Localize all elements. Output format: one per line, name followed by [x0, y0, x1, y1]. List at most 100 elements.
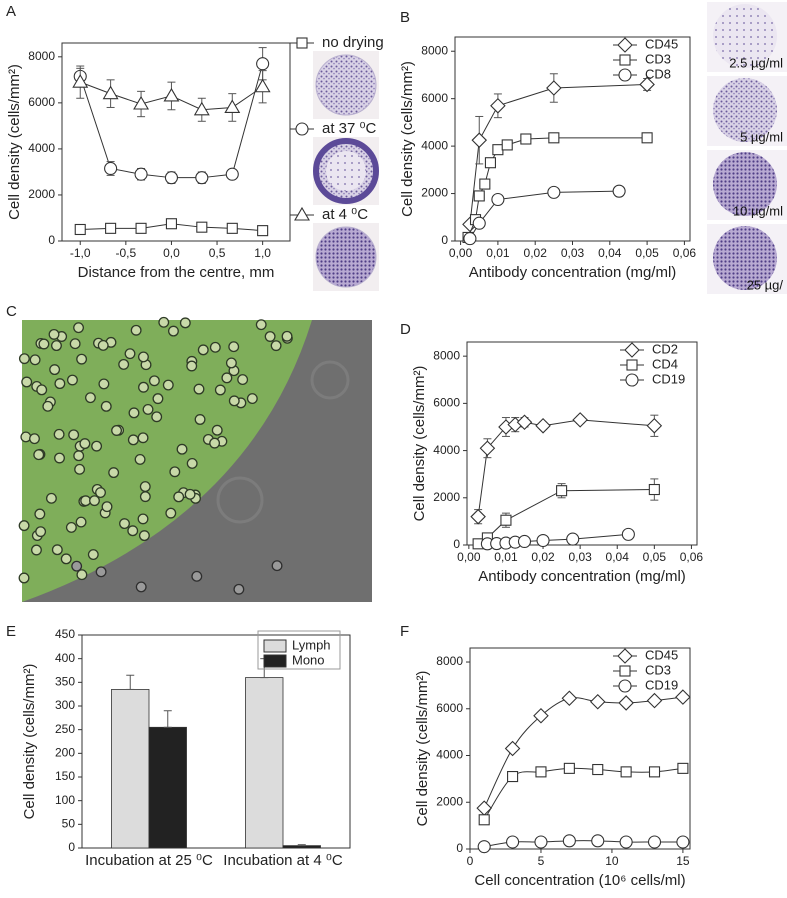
marker — [479, 178, 491, 190]
legend-label: Mono — [292, 652, 325, 667]
marker — [102, 85, 119, 100]
y-tick-label: 6000 — [436, 701, 463, 715]
cell — [79, 438, 91, 450]
marker — [477, 840, 491, 854]
marker — [621, 527, 635, 541]
cell — [54, 378, 66, 390]
marker — [619, 835, 633, 849]
cell — [211, 424, 223, 436]
cell — [34, 508, 46, 520]
y-tick-label: 2000 — [433, 490, 460, 504]
cell — [168, 325, 179, 337]
cell — [137, 432, 149, 444]
cell — [128, 407, 140, 419]
cell — [95, 487, 106, 499]
plot-frame — [81, 634, 351, 849]
legend-label: Lymph — [292, 637, 331, 652]
cell — [162, 379, 174, 391]
y-tick-label: 2000 — [421, 186, 448, 200]
marker — [501, 139, 513, 151]
cell — [186, 457, 198, 469]
cell — [53, 428, 65, 440]
panel-label: D — [400, 321, 411, 338]
marker — [589, 693, 606, 710]
y-tick-label: 150 — [55, 769, 75, 783]
panel-label: C — [6, 303, 17, 320]
cell — [42, 400, 54, 412]
marker — [516, 414, 533, 431]
x-tick-label: 0,03 — [568, 550, 592, 564]
y-tick-label: 2000 — [436, 794, 463, 808]
artifact — [310, 360, 350, 400]
y-tick-label: 0 — [48, 233, 55, 247]
marker — [256, 57, 270, 71]
y-tick-label: 300 — [55, 698, 75, 712]
legend-label: CD45 — [645, 36, 678, 51]
y-tick-label: 0 — [456, 841, 463, 855]
x-tick-label: 0,00 — [457, 550, 481, 564]
legend-label: CD2 — [652, 341, 678, 356]
marker — [133, 95, 150, 110]
marker — [675, 689, 691, 705]
y-tick-label: 250 — [55, 722, 75, 736]
marker — [257, 225, 269, 237]
cell — [151, 411, 163, 423]
cell — [18, 520, 30, 532]
y-tick-label: 6000 — [433, 396, 460, 410]
x-axis-label: Antibody concentration (mg/ml) — [478, 568, 686, 585]
cell — [169, 466, 181, 478]
cell — [209, 341, 221, 353]
cell — [51, 340, 62, 352]
marker — [105, 222, 117, 234]
legend-marker — [625, 373, 639, 387]
y-tick-label: 8000 — [421, 43, 448, 57]
cell — [84, 392, 96, 404]
cell — [148, 375, 160, 387]
cell — [228, 395, 240, 407]
cell — [233, 583, 245, 595]
x-tick-label: 0,0 — [163, 246, 180, 260]
marker — [546, 80, 562, 96]
x-tick-label: 0,06 — [680, 550, 704, 564]
marker — [677, 762, 689, 774]
marker — [473, 190, 485, 202]
y-tick-label: 2000 — [28, 187, 55, 201]
legend-label: CD4 — [652, 356, 678, 371]
marker — [254, 78, 271, 93]
y-tick-label: 6000 — [421, 91, 448, 105]
marker — [562, 834, 576, 848]
cell — [95, 566, 107, 578]
cell — [186, 360, 198, 372]
dish — [315, 226, 377, 288]
cell — [138, 530, 150, 542]
y-tick-label: 4000 — [433, 443, 460, 457]
cell — [270, 340, 282, 352]
legend-marker — [626, 359, 638, 371]
cell — [18, 572, 30, 584]
marker — [592, 763, 604, 776]
image-label: 10 µg/ml — [733, 203, 783, 218]
marker — [472, 216, 486, 230]
bar — [245, 677, 284, 849]
cell — [246, 393, 258, 405]
y-tick-label: 4000 — [421, 138, 448, 152]
marker — [535, 766, 547, 778]
cell — [127, 525, 139, 537]
marker — [74, 223, 86, 236]
marker — [226, 222, 238, 234]
y-tick-label: 8000 — [433, 348, 460, 362]
marker — [163, 87, 180, 102]
cell — [35, 526, 47, 538]
marker — [471, 132, 488, 148]
dish — [713, 4, 777, 68]
cell — [36, 384, 48, 396]
cell — [176, 443, 188, 455]
plot-frame — [469, 647, 691, 850]
cell — [179, 317, 191, 329]
y-tick-label: 0 — [441, 233, 448, 247]
x-axis-label: Distance from the centre, mm — [78, 264, 275, 281]
x-tick-label: 0,06 — [673, 246, 697, 260]
image-label: 2.5 µg/ml — [729, 55, 783, 70]
cell — [165, 507, 177, 519]
